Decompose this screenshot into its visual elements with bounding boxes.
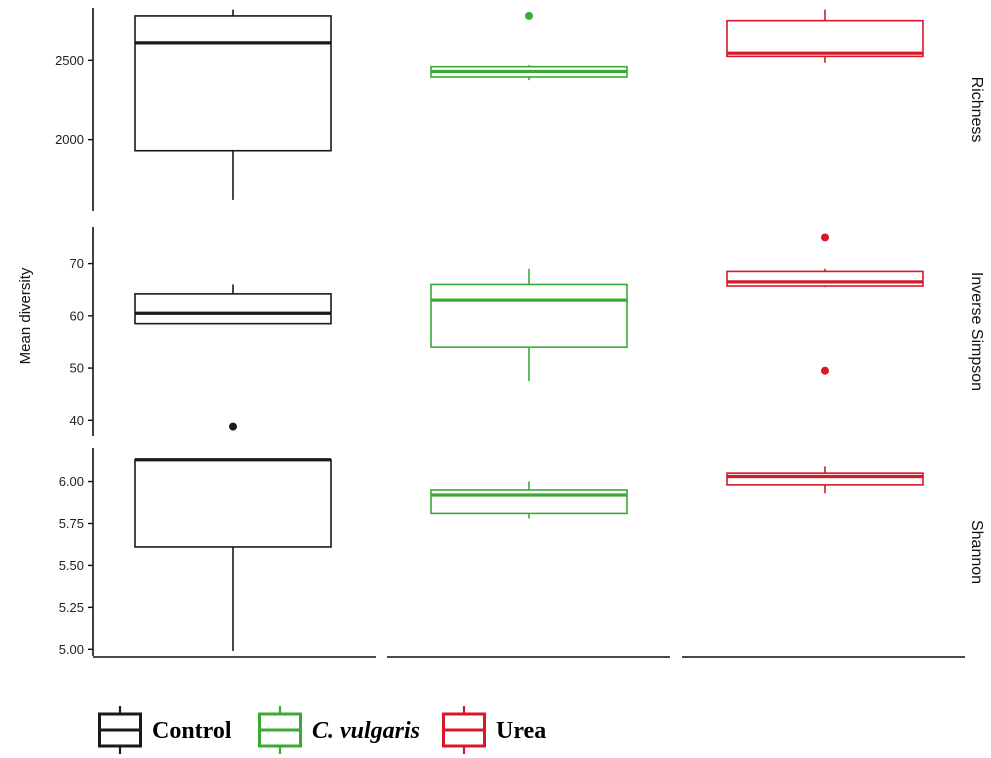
y-axis-title: Mean diversity — [17, 267, 34, 364]
panels-layer: 2000 2500 Richness 40 50 60 70 Inverse Simpson 5… — [55, 8, 985, 657]
legend-key — [98, 706, 142, 754]
legend-key — [442, 706, 486, 754]
box-urea — [726, 466, 924, 494]
box-urea — [726, 9, 924, 63]
y-tick-label: 5.25 — [59, 600, 84, 615]
panel-inverse-simpson: 40 50 60 70 Inverse Simpson — [70, 227, 985, 436]
y-tick-label: 5.00 — [59, 642, 84, 657]
y-tick-label: 2500 — [55, 53, 84, 68]
iqr-box — [134, 293, 332, 325]
legend: Control C. vulgaris Urea — [98, 706, 546, 754]
box-control — [134, 9, 332, 200]
iqr-box — [430, 283, 628, 348]
iqr-box — [726, 270, 924, 287]
facet-label: Shannon — [968, 520, 985, 584]
outlier-point — [229, 422, 237, 431]
iqr-box — [430, 489, 628, 515]
outlier-point — [821, 366, 829, 375]
legend-key — [258, 706, 302, 754]
box-c-vulgaris — [430, 268, 628, 382]
box-control — [134, 284, 332, 431]
panel-richness: 2000 2500 Richness — [55, 8, 985, 211]
outlier-point — [821, 233, 829, 242]
legend-label: Urea — [496, 718, 546, 744]
y-tick-label: 6.00 — [59, 474, 84, 489]
y-tick-label: 50 — [70, 361, 84, 376]
legend-label: C. vulgaris — [312, 718, 420, 744]
y-tick-label: 5.75 — [59, 516, 84, 531]
y-tick-label: 40 — [70, 413, 84, 428]
iqr-box — [134, 458, 332, 548]
panel-shannon: 5.00 5.25 5.50 5.75 6.00 Shannon — [59, 448, 985, 657]
outlier-point — [525, 11, 533, 20]
y-tick-label: 70 — [70, 256, 84, 271]
facet-label: Richness — [968, 77, 985, 143]
facet-label: Inverse Simpson — [968, 272, 985, 391]
iqr-box — [134, 15, 332, 152]
box-c-vulgaris — [430, 481, 628, 519]
y-tick-label: 60 — [70, 308, 84, 323]
box-c-vulgaris — [430, 11, 628, 81]
y-tick-label: 2000 — [55, 132, 84, 147]
iqr-box — [726, 19, 924, 58]
y-tick-label: 5.50 — [59, 558, 84, 573]
box-urea — [726, 233, 924, 375]
legend-label: Control — [152, 718, 232, 744]
iqr-box — [726, 472, 924, 486]
box-control — [134, 458, 332, 651]
